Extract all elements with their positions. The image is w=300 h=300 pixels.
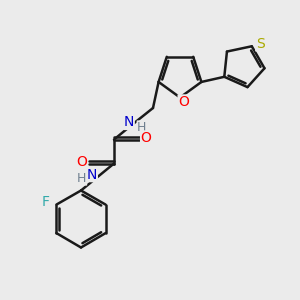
Text: O: O — [141, 131, 152, 145]
Text: O: O — [178, 95, 189, 109]
Text: N: N — [124, 116, 134, 129]
Text: H: H — [137, 121, 147, 134]
Text: S: S — [256, 37, 265, 51]
Text: O: O — [76, 155, 87, 169]
Text: H: H — [77, 172, 87, 185]
Text: N: N — [87, 168, 97, 182]
Text: F: F — [42, 195, 50, 208]
